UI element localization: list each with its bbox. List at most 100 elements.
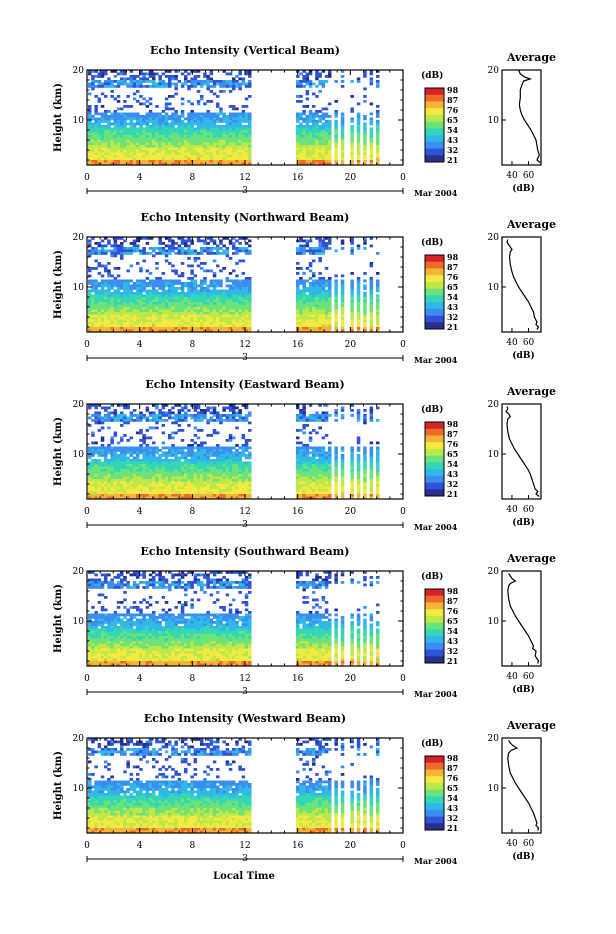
profile-line	[508, 574, 539, 664]
colorbar-tick-label: 98	[447, 586, 459, 596]
profile-y-tick-label: 20	[488, 734, 500, 744]
x-tick-label: 8	[189, 507, 195, 517]
y-tick-label: 10	[73, 283, 85, 293]
colorbar-swatch	[425, 810, 444, 817]
date-marker: 3	[242, 520, 248, 530]
colorbar-tick-label: 32	[447, 312, 458, 322]
panel-title: Echo Intensity (Northward Beam)	[141, 211, 350, 224]
y-axis-label: Height (km)	[53, 751, 64, 820]
colorbar-tick-label: 98	[447, 85, 459, 95]
profile-x-tick-label: 40	[506, 505, 518, 515]
profile-y-tick-label: 20	[488, 233, 500, 243]
colorbar-swatch	[425, 275, 444, 282]
x-tick-label: 16	[292, 173, 304, 183]
colorbar-tick-label: 32	[447, 646, 458, 656]
colorbar-swatch	[425, 469, 444, 476]
panel-1: Echo Intensity (Vertical Beam)2010Height…	[53, 44, 556, 198]
x-tick-label: 0	[84, 173, 90, 183]
x-tick-label: 20	[345, 173, 357, 183]
profile-y-tick-label: 10	[488, 617, 500, 627]
x-tick-label: 12	[239, 507, 250, 517]
profile-frame	[502, 571, 541, 666]
colorbar-tick-label: 76	[447, 439, 459, 449]
y-axis-label: Height (km)	[53, 83, 64, 152]
profile-title: Average	[506, 385, 556, 398]
profile-title: Average	[506, 552, 556, 565]
colorbar-tick-label: 54	[447, 459, 459, 469]
profile-title: Average	[506, 218, 556, 231]
y-tick-label: 20	[73, 233, 85, 243]
profile-x-label: (dB)	[512, 684, 534, 695]
colorbar-swatch	[425, 302, 444, 309]
x-tick-label: 16	[292, 340, 304, 350]
colorbar-tick-label: 21	[447, 322, 458, 332]
colorbar-tick-label: 87	[447, 262, 458, 272]
y-tick-label: 10	[73, 116, 85, 126]
colorbar-swatch	[425, 108, 444, 115]
x-tick-label: 20	[345, 340, 357, 350]
y-axis-label: Height (km)	[53, 417, 64, 486]
profile-x-tick-label: 40	[506, 338, 518, 348]
x-tick-label: 0	[400, 340, 406, 350]
y-tick-label: 20	[73, 400, 85, 410]
colorbar-tick-label: 76	[447, 606, 459, 616]
panel-2: Echo Intensity (Northward Beam)2010Heigh…	[53, 211, 556, 365]
colorbar-swatch	[425, 88, 444, 95]
colorbar-tick-label: 43	[447, 636, 459, 646]
colorbar-swatch	[425, 650, 444, 657]
profile-y-tick-label: 20	[488, 400, 500, 410]
date-label: Mar 2004	[414, 522, 458, 532]
x-tick-label: 12	[239, 674, 250, 684]
profile-line	[508, 741, 539, 831]
x-tick-label: 8	[189, 340, 195, 350]
colorbar-swatch	[425, 135, 444, 142]
colorbar-swatch	[425, 101, 444, 108]
colorbar-tick-label: 87	[447, 429, 458, 439]
profile-x-label: (dB)	[512, 350, 534, 361]
colorbar-swatch	[425, 817, 444, 824]
x-tick-label: 4	[137, 841, 143, 851]
x-tick-label: 8	[189, 841, 195, 851]
colorbar-swatch	[425, 629, 444, 636]
profile-x-label: (dB)	[512, 851, 534, 862]
x-tick-label: 20	[345, 841, 357, 851]
x-tick-label: 12	[239, 173, 250, 183]
profile-y-tick-label: 10	[488, 116, 500, 126]
date-marker: 3	[242, 687, 248, 697]
profile-x-tick-label: 60	[523, 839, 535, 849]
heatmap-field	[88, 237, 380, 332]
colorbar-swatch	[425, 142, 444, 149]
colorbar-swatch	[425, 623, 444, 630]
colorbar-tick-label: 98	[447, 753, 459, 763]
colorbar-tick-label: 54	[447, 626, 459, 636]
colorbar-swatch	[425, 95, 444, 102]
x-tick-label: 20	[345, 507, 357, 517]
colorbar-swatch	[425, 602, 444, 609]
colorbar-swatch	[425, 435, 444, 442]
colorbar-swatch	[425, 449, 444, 456]
x-tick-label: 4	[137, 674, 143, 684]
date-marker: 3	[242, 353, 248, 363]
colorbar-tick-label: 98	[447, 419, 459, 429]
colorbar-swatch	[425, 656, 444, 663]
colorbar-swatch	[425, 295, 444, 302]
profile-x-label: (dB)	[512, 517, 534, 528]
y-tick-label: 10	[73, 617, 85, 627]
colorbar-tick-label: 65	[447, 115, 458, 125]
colorbar-swatch	[425, 122, 444, 129]
colorbar-tick-label: 32	[447, 145, 458, 155]
colorbar-swatch	[425, 489, 444, 496]
colorbar-tick-label: 98	[447, 252, 459, 262]
profile-x-tick-label: 60	[523, 672, 535, 682]
heatmap-field	[88, 70, 380, 165]
colorbar-tick-label: 65	[447, 449, 458, 459]
colorbar-swatch	[425, 255, 444, 262]
colorbar-swatch	[425, 790, 444, 797]
x-tick-label: 12	[239, 841, 250, 851]
panel-title: Echo Intensity (Eastward Beam)	[145, 378, 344, 391]
colorbar-swatch	[425, 149, 444, 156]
colorbar-tick-label: 65	[447, 783, 458, 793]
